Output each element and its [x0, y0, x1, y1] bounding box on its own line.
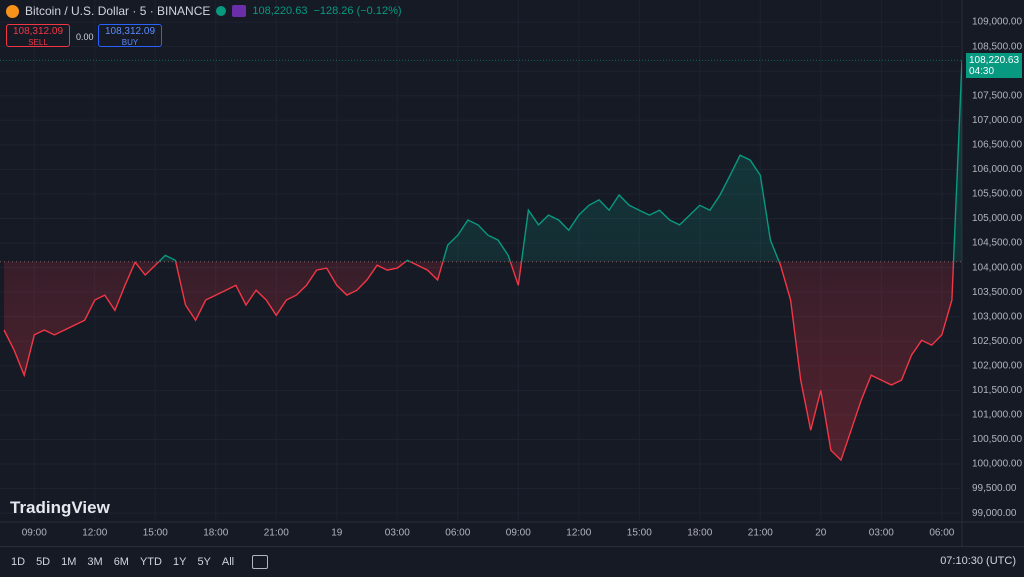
- sell-button[interactable]: 108,312.09 SELL: [6, 24, 70, 47]
- x-tick-label: 06:00: [445, 528, 470, 539]
- range-button[interactable]: 1Y: [172, 556, 187, 568]
- price-line: [134, 60, 962, 262]
- sell-price: 108,312.09: [12, 26, 64, 37]
- y-tick-label: 103,500.00: [972, 287, 1022, 298]
- y-tick-label: 101,500.00: [972, 385, 1022, 396]
- range-button[interactable]: 3M: [87, 556, 103, 568]
- y-tick-label: 104,500.00: [972, 238, 1022, 249]
- range-button[interactable]: YTD: [139, 556, 162, 568]
- y-tick-label: 102,000.00: [972, 360, 1022, 371]
- price-line: [3, 261, 955, 462]
- y-tick-label: 107,000.00: [972, 115, 1022, 126]
- range-button[interactable]: 1M: [61, 556, 77, 568]
- buy-price: 108,312.09: [104, 26, 156, 37]
- header-price: 108,220.63: [252, 5, 308, 17]
- x-tick-label: 09:00: [22, 528, 47, 539]
- area-below: [4, 261, 962, 461]
- range-button[interactable]: 5D: [36, 556, 51, 568]
- date-range-icon[interactable]: [252, 555, 269, 569]
- chart: 99,000.00 99,500.00 100,000.00 100,500.00 10…: [0, 0, 1024, 546]
- toolbar: 1D 5D 1M 3M 6M YTD 1Y 5Y All 07:10:30 (UTC): [0, 546, 1024, 577]
- y-tick-label: 107,500.00: [972, 90, 1022, 101]
- y-tick-label: 109,000.00: [972, 17, 1022, 28]
- range-button[interactable]: All: [221, 556, 235, 568]
- buy-button[interactable]: 108,312.09 BUY: [98, 24, 162, 47]
- range-button[interactable]: 5Y: [197, 556, 211, 568]
- y-tick-label: 106,500.00: [972, 140, 1022, 151]
- range-button[interactable]: 6M: [113, 556, 129, 568]
- x-tick-label: 21:00: [264, 528, 289, 539]
- y-tick-label: 101,000.00: [972, 410, 1022, 421]
- logo[interactable]: TradingView: [10, 498, 110, 517]
- y-tick-label: 100,000.00: [972, 459, 1022, 470]
- y-tick-label: 105,000.00: [972, 213, 1022, 224]
- price-tag-price: 108,220.63: [969, 55, 1020, 66]
- y-tick-label: 108,500.00: [972, 41, 1022, 52]
- x-tick-label: 15:00: [143, 528, 168, 539]
- y-tick-label: 99,500.00: [972, 483, 1017, 494]
- x-tick-label: 12:00: [82, 528, 107, 539]
- x-tick-label: 09:00: [506, 528, 531, 539]
- price-tag: 108,220.63 04:30: [966, 53, 1022, 78]
- x-tick-label: 03:00: [385, 528, 410, 539]
- y-tick-label: 99,000.00: [972, 508, 1017, 519]
- header: Bitcoin / U.S. Dollar · 5 · BINANCE 108,…: [6, 4, 402, 18]
- x-tick-label: 19: [331, 528, 343, 539]
- area-above: [158, 60, 962, 262]
- x-tick-label: 21:00: [748, 528, 773, 539]
- x-tick-label: 15:00: [627, 528, 652, 539]
- y-tick-label: 100,500.00: [972, 434, 1022, 445]
- x-tick-label: 18:00: [687, 528, 712, 539]
- sell-label: SELL: [28, 38, 48, 47]
- y-tick-label: 103,000.00: [972, 311, 1022, 322]
- y-tick-label: 102,500.00: [972, 336, 1022, 347]
- x-tick-label: 06:00: [929, 528, 954, 539]
- y-tick-label: 104,000.00: [972, 262, 1022, 273]
- symbol[interactable]: Bitcoin / U.S. Dollar · 5 · BINANCE: [25, 4, 211, 18]
- header-change: −128.26 (−0.12%): [313, 5, 402, 17]
- price-tag-countdown: 04:30: [969, 66, 995, 77]
- x-tick-label: 12:00: [566, 528, 591, 539]
- y-tick-label: 105,500.00: [972, 189, 1022, 200]
- spread: 0.00: [76, 32, 94, 42]
- x-tick-label: 03:00: [869, 528, 894, 539]
- clock[interactable]: 07:10:30 (UTC): [940, 555, 1016, 567]
- x-tick-label: 20: [815, 528, 827, 539]
- range-button[interactable]: 1D: [11, 556, 26, 568]
- y-tick-label: 106,000.00: [972, 164, 1022, 175]
- indicator-icon[interactable]: [232, 5, 247, 17]
- status-dot: [216, 6, 227, 16]
- buy-label: BUY: [121, 38, 139, 47]
- x-tick-label: 18:00: [203, 528, 228, 539]
- coin-icon: [6, 4, 19, 18]
